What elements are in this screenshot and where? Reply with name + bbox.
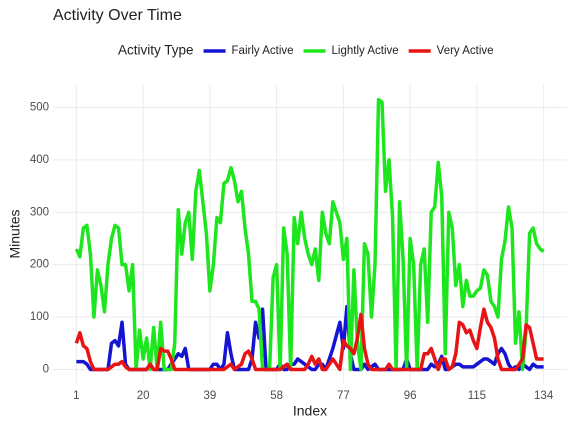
line-series (74, 307, 544, 372)
x-tick-label: 1 (73, 390, 79, 402)
x-tick-label: 77 (337, 390, 350, 402)
legend-label: Very Active (437, 45, 494, 57)
legend-title: Activity Type (118, 43, 194, 58)
legend-label: Fairly Active (232, 45, 294, 57)
x-tick-label: 39 (203, 390, 216, 402)
y-axis-label: Minutes (7, 209, 23, 258)
x-tick-label: 134 (534, 390, 554, 402)
chart-title: Activity Over Time (53, 7, 182, 24)
y-tick-label: 0 (43, 363, 49, 375)
x-tick-label: 96 (404, 390, 417, 402)
x-tick-label: 20 (137, 390, 150, 402)
x-axis-label: Index (293, 403, 327, 419)
legend-label: Lightly Active (332, 45, 399, 57)
y-tick-label: 200 (30, 259, 49, 271)
y-tick-label: 400 (30, 154, 49, 166)
y-tick-label: 100 (30, 311, 49, 323)
y-tick-label: 300 (30, 206, 49, 218)
legend: Activity Type Fairly Active Lightly Active… (118, 43, 494, 58)
y-tick-label: 500 (30, 101, 49, 113)
line-series (74, 97, 545, 372)
x-tick-label: 58 (270, 390, 283, 402)
x-tick-label: 115 (468, 390, 486, 402)
